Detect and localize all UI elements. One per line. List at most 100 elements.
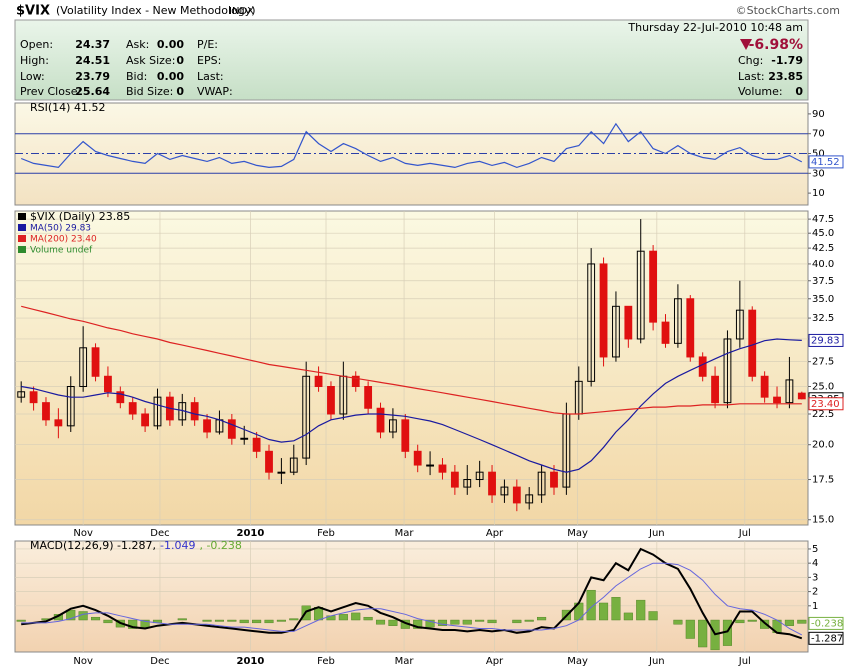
x-tick-label: 2010 [237, 656, 265, 667]
field-value: 0 [176, 85, 184, 98]
histogram-bar [747, 619, 757, 622]
candle-body [624, 305, 633, 340]
candle-body [785, 379, 794, 404]
copyright: ©StockCharts.com [736, 4, 840, 17]
field-label: Volume: [738, 85, 783, 98]
datetime: Thursday 22-Jul-2010 10:48 am [627, 21, 803, 34]
x-tick-label: Mar [395, 528, 415, 539]
candle-body [735, 309, 744, 340]
histogram-bar [264, 619, 274, 624]
field-label: Chg: [738, 54, 763, 67]
candle-body [760, 375, 769, 398]
legend-entry: Volume undef [30, 246, 93, 256]
histogram-bar [611, 597, 621, 621]
series-line [21, 305, 802, 415]
field-value: 23.79 [75, 70, 110, 83]
y-tick-label: 32.5 [812, 313, 834, 324]
value-tag: 23.40 [811, 399, 840, 410]
candle-body [389, 419, 397, 433]
field-label: High: [20, 54, 49, 67]
histogram-bar [512, 619, 522, 624]
x-tick-label: 2010 [237, 528, 265, 539]
y-tick-label: 35.0 [812, 294, 834, 305]
field-value: 0 [176, 54, 184, 67]
value-tag-box [808, 631, 844, 645]
value-tag-box [808, 333, 844, 347]
candle-body [277, 471, 286, 474]
candle-body [17, 391, 26, 398]
histogram-bar [103, 619, 113, 624]
legend-entry: MACD(12,26,9) -1.287, [30, 539, 156, 552]
candle-body [711, 375, 719, 404]
candle-body [104, 375, 112, 393]
y-tick-label: 1 [812, 601, 818, 612]
candle-body [289, 457, 298, 473]
field-label: P/E: [197, 38, 218, 51]
histogram-bar [338, 614, 348, 621]
candle-body [240, 437, 249, 440]
candle-body [190, 402, 199, 421]
histogram-bar [735, 619, 745, 624]
histogram-bar [698, 619, 708, 648]
candle-body [364, 386, 373, 409]
candle-body [54, 419, 63, 427]
value-tag-box [808, 616, 844, 630]
candle-body [128, 402, 137, 415]
legend-swatch [18, 213, 26, 220]
histogram-bar [91, 616, 101, 621]
candle-body [413, 450, 422, 466]
histogram-bar [252, 619, 262, 624]
histogram-bar [450, 619, 460, 625]
candle-body [698, 356, 707, 377]
field-label: EPS: [197, 54, 221, 67]
x-tick-label: May [567, 528, 588, 539]
candle-body [376, 407, 385, 433]
histogram-bar [685, 619, 695, 639]
quote-box [14, 19, 809, 101]
candle-body [537, 471, 546, 496]
histogram-bar [140, 619, 150, 628]
x-tick-label: Dec [150, 656, 169, 667]
histogram-bar [462, 619, 472, 625]
histogram-bar [239, 619, 249, 624]
down-arrow [740, 39, 752, 50]
candle-body [475, 471, 484, 481]
change-pct: -6.98% [749, 37, 803, 53]
candle-body [29, 391, 38, 404]
candle-body [723, 338, 732, 404]
subtitle: (Volatility Index - New Methodology) [56, 4, 256, 17]
y-tick-label: 90 [812, 109, 825, 120]
field-label: Open: [20, 38, 53, 51]
field-value: 24.51 [75, 54, 110, 67]
y-tick-label: 70 [812, 129, 825, 140]
x-tick-label: Nov [73, 528, 93, 539]
x-tick-label: Jul [738, 528, 751, 539]
y-tick-label: 42.5 [812, 243, 834, 254]
y-tick-label: 37.5 [812, 276, 834, 287]
candle-body [314, 375, 323, 388]
candle-body [636, 250, 645, 340]
title: $VIX [16, 4, 50, 19]
x-tick-label: Feb [317, 528, 335, 539]
y-tick-label: 20.0 [812, 440, 834, 451]
legend-entry: MA(50) 29.83 [30, 224, 91, 234]
y-tick-label: 45.0 [812, 228, 834, 239]
candle-body [265, 450, 273, 473]
legend-swatch [18, 235, 26, 242]
histogram-bar [214, 619, 224, 622]
x-tick-label: Apr [486, 528, 504, 539]
candle-body [91, 347, 100, 377]
candle-body [66, 386, 75, 427]
field-value: -1.79 [771, 54, 803, 67]
field-label: Bid Size: [126, 85, 173, 98]
field-label: Bid: [126, 70, 147, 83]
field-label: Last: [197, 70, 224, 83]
candle-body [550, 471, 558, 488]
candle-body [203, 419, 211, 433]
histogram-bar [363, 616, 373, 621]
legend-swatch [18, 224, 26, 231]
panel [14, 540, 809, 653]
histogram-bar [784, 619, 794, 626]
candle-body [141, 413, 150, 427]
y-tick-label: 25.0 [812, 382, 834, 393]
